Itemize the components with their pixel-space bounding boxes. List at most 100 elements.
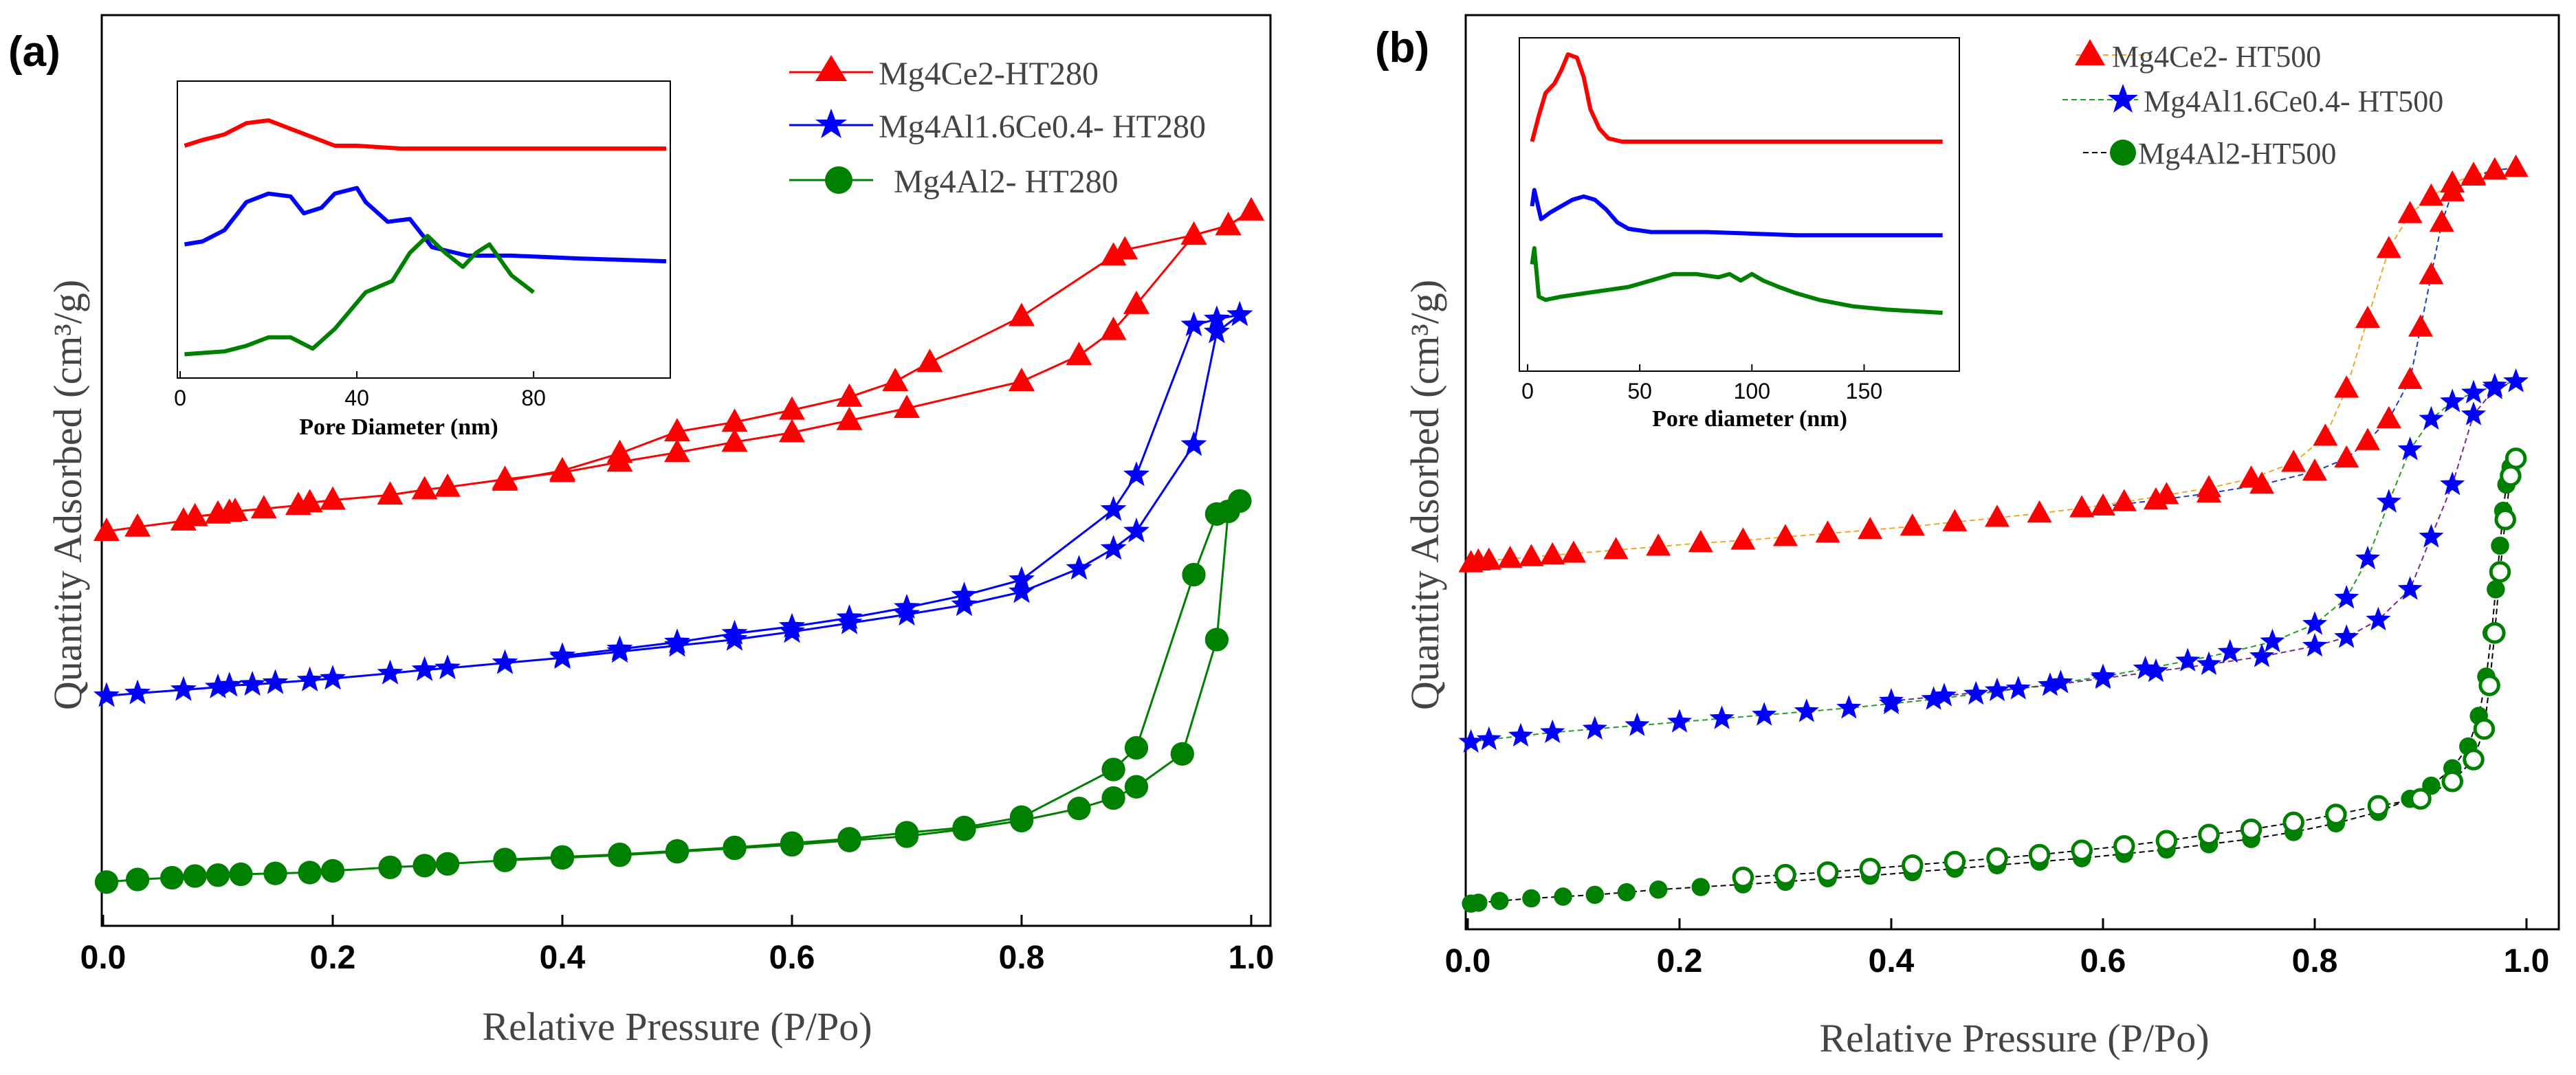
data-point-circle (125, 867, 150, 891)
data-point-circle (894, 821, 919, 845)
panel-b-inset: 0 50 100 150 Pore diameter (nm) (1519, 37, 1960, 432)
data-point-star (1508, 722, 1534, 747)
data-point-triangle (1688, 530, 1713, 553)
panel-b-plot-frame (1464, 14, 2560, 931)
data-point-triangle (1646, 533, 1671, 556)
data-point-triangle (2355, 428, 2381, 450)
panel-b-inset-x-axis-label: Pore diameter (nm) (1652, 406, 1847, 432)
legend-label: Mg4Ce2-HT280 (879, 56, 1099, 92)
data-point-star (2175, 647, 2201, 672)
x-tick-label: 0.6 (2080, 943, 2126, 979)
data-point-triangle (1561, 540, 1587, 563)
data-point-star (93, 682, 120, 707)
series-line-desorption (1891, 381, 2516, 702)
inset-series-line (184, 234, 536, 357)
data-point-star (1009, 578, 1035, 603)
data-point-star (2461, 379, 2487, 403)
data-point-circle (1617, 883, 1636, 902)
legend-item-mg4ce2-ht500: Mg4Ce2- HT500 (2075, 39, 2321, 74)
data-point-circle (2367, 795, 2390, 817)
legend-star-icon (815, 109, 847, 138)
data-point-triangle (2482, 157, 2507, 180)
legend-circle-icon (825, 166, 852, 194)
data-point-star (2037, 672, 2063, 696)
inset-series-line (184, 186, 667, 264)
data-point-triangle (836, 406, 863, 430)
inset-tick-label: 0 (1521, 379, 1534, 403)
x-tick-label: 0.2 (1657, 943, 1703, 979)
data-point-triangle (1815, 520, 1840, 543)
data-point-circle (1204, 628, 1229, 652)
data-point-star (951, 591, 978, 617)
data-point-circle (1101, 786, 1125, 810)
data-point-circle (2198, 823, 2220, 846)
data-point-star (1100, 496, 1127, 521)
data-point-star (216, 672, 243, 697)
data-point-triangle (2334, 375, 2359, 398)
data-point-triangle (1009, 368, 1035, 392)
data-point-triangle (93, 518, 120, 541)
data-point-triangle (2429, 210, 2454, 232)
data-point-triangle (1772, 524, 1798, 546)
data-point-triangle (2503, 154, 2529, 177)
data-point-star (1666, 709, 1693, 733)
data-point-star (377, 659, 404, 685)
data-point-circle (780, 831, 804, 855)
data-point-triangle (1123, 290, 1149, 314)
data-point-triangle (664, 418, 690, 442)
panel-b-series-lines (1471, 167, 2517, 905)
data-point-circle (1859, 858, 1881, 880)
data-point-circle (1649, 880, 1668, 899)
data-point-star (1878, 688, 1904, 712)
data-point-circle (1101, 757, 1125, 782)
panel-a-series-markers (93, 197, 1264, 894)
legend-star-icon (2108, 84, 2138, 113)
panel-a-plot-frame (100, 14, 1272, 927)
series-line-desorption (1743, 458, 2517, 878)
data-point-star (2302, 611, 2328, 635)
data-point-star (434, 654, 461, 680)
data-point-star (1226, 301, 1253, 326)
data-point-star (606, 635, 633, 661)
legend-item-mg4al16ce04-ht500: Mg4Al1.6Ce0.4- HT500 (2062, 84, 2443, 118)
data-point-star (2005, 676, 2031, 700)
data-point-circle (2473, 718, 2496, 740)
data-point-star (2461, 401, 2487, 425)
data-point-circle (2484, 622, 2506, 644)
data-point-circle (1204, 502, 1229, 526)
data-point-triangle (2196, 480, 2222, 502)
data-point-triangle (1603, 537, 1629, 559)
x-tick-label: 0.2 (310, 940, 356, 976)
data-point-circle (1816, 861, 1839, 883)
data-point-star (2440, 388, 2465, 412)
data-point-circle (2282, 811, 2304, 834)
data-point-circle (1182, 562, 1206, 587)
data-point-circle (206, 863, 230, 887)
panel-b-x-axis-label: Relative Pressure (P/Po) (1819, 1016, 2209, 1061)
data-point-circle (2500, 465, 2522, 487)
data-point-circle (1228, 489, 1252, 513)
data-point-triangle (2397, 366, 2423, 389)
data-point-circle (1124, 735, 1149, 760)
panel-b-inset-lines (1530, 52, 1943, 315)
data-point-circle (2410, 788, 2432, 810)
data-point-circle (665, 839, 690, 863)
legend-label: Mg4Al2-HT500 (2138, 137, 2336, 170)
data-point-circle (1554, 887, 1572, 906)
data-point-triangle (434, 473, 461, 497)
data-point-triangle (1942, 509, 1968, 531)
data-point-circle (1944, 850, 1966, 873)
data-point-star (2419, 406, 2444, 430)
data-point-triangle (2090, 493, 2116, 516)
data-point-star (2419, 524, 2444, 548)
data-point-star (2397, 436, 2423, 461)
data-point-circle (435, 852, 460, 876)
data-point-star (1921, 686, 1946, 710)
data-point-triangle (1497, 545, 1523, 568)
x-tick-label: 0.0 (80, 940, 126, 976)
inset-series-line (1530, 52, 1943, 144)
data-point-triangle (2408, 314, 2434, 337)
inset-tick-label: 0 (174, 386, 186, 410)
panel-a-legend: Mg4Ce2-HT280 Mg4Al1.6Ce0.4- HT280 Mg4Al2… (789, 55, 1206, 200)
panel-a-chart: (a) Relative Pressure (P/Po) Quantity Ad… (8, 14, 1274, 1049)
